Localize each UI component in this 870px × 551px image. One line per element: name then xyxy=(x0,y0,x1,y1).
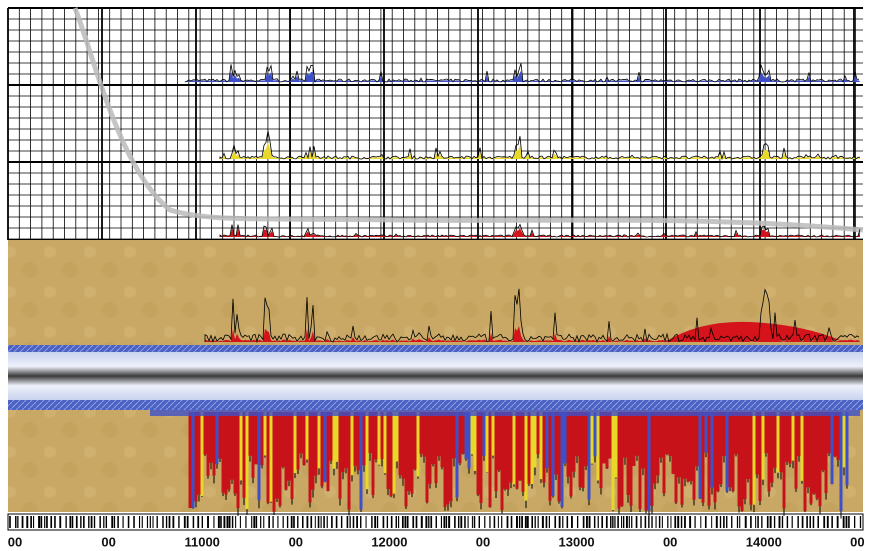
axis-label: 14000 xyxy=(746,534,782,549)
axis-label: 12000 xyxy=(371,534,407,549)
band xyxy=(8,345,863,352)
axis-labels: 00 00 11000 00 12000 00 13000 00 14000 00 xyxy=(8,534,865,549)
grid-panel xyxy=(8,8,863,240)
axis-label: 00 xyxy=(101,534,115,549)
axis-label: 00 xyxy=(663,534,677,549)
axis-label: 00 xyxy=(850,534,864,549)
axis-label: 13000 xyxy=(559,534,595,549)
band xyxy=(8,400,863,410)
axis-label: 00 xyxy=(289,534,303,549)
page: 00001100000120000013000001400000 (() => … xyxy=(0,0,870,551)
band-top xyxy=(150,410,860,416)
inspection-log: 00 00 11000 00 12000 00 13000 00 14000 00 xyxy=(0,0,870,551)
axis-label: 00 xyxy=(8,534,22,549)
axis-label: 11000 xyxy=(184,534,219,549)
barcode-strip xyxy=(8,514,863,530)
axis-label: 00 xyxy=(476,534,490,549)
pipe xyxy=(8,352,863,400)
